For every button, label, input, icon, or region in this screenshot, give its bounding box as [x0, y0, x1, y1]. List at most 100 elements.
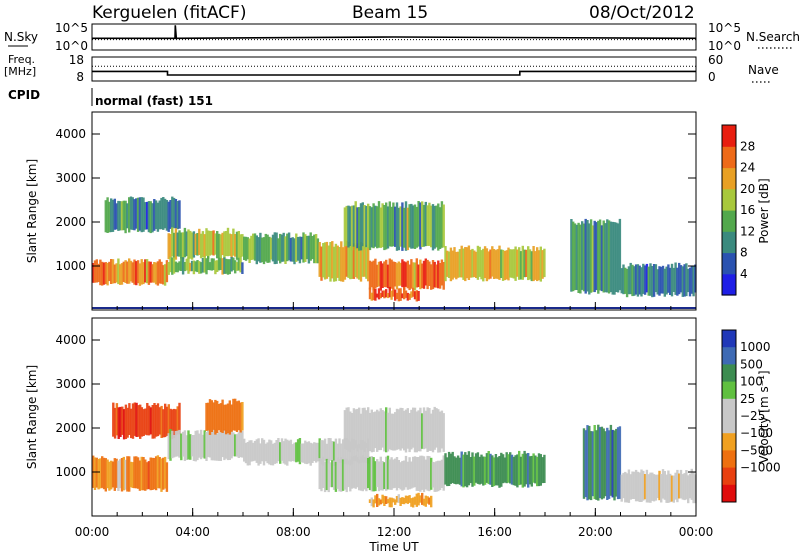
- echo-cell: [207, 256, 210, 270]
- echo-cell: [140, 456, 143, 491]
- echo-cell: [500, 249, 503, 278]
- echo-cell: [404, 409, 408, 453]
- power-colorbar-swatch-3: [722, 210, 736, 232]
- echo-cell: [198, 261, 201, 274]
- echo-cell: [180, 232, 183, 259]
- echo-cell: [404, 455, 408, 488]
- echo-cell: [352, 205, 356, 247]
- echo-cell: [638, 265, 641, 295]
- echo-cell: [190, 260, 194, 272]
- echo-cell: [489, 453, 492, 485]
- echo-cell: [395, 496, 399, 503]
- echo-cell: [417, 291, 420, 301]
- echo-cell: [145, 201, 149, 230]
- echo-cell: [392, 413, 395, 451]
- echo-cell: [336, 245, 339, 278]
- echo-cell: [329, 242, 332, 282]
- echo-cell: [368, 456, 372, 491]
- echo-cell: [604, 431, 607, 497]
- echo-cell: [172, 435, 176, 458]
- echo-cell: [167, 201, 170, 232]
- echo-cell: [613, 430, 616, 501]
- echo-cell: [397, 207, 400, 251]
- echo-cell: [180, 257, 183, 271]
- echo-cell: [234, 398, 237, 431]
- echo-cell: [510, 454, 514, 485]
- echo-cell: [345, 458, 348, 493]
- echo-cell: [390, 206, 393, 247]
- echo-cell: [142, 409, 145, 436]
- echo-cell: [379, 499, 382, 505]
- echo-cell: [426, 496, 429, 504]
- echo-cell: [309, 442, 312, 466]
- echo-cell: [154, 456, 158, 491]
- echo-cell: [498, 456, 501, 488]
- echo-cell: [176, 406, 179, 435]
- echo-cell: [97, 263, 100, 283]
- echo-cell: [629, 262, 632, 295]
- echo-cell: [113, 198, 116, 230]
- xtick-label-4: 16:00: [477, 525, 512, 539]
- echo-cell: [611, 221, 614, 295]
- echo-cell: [160, 261, 163, 284]
- echo-cell: [528, 249, 532, 280]
- echo-cell: [492, 457, 496, 487]
- echo-cell: [113, 407, 117, 439]
- echo-cell: [388, 258, 391, 290]
- velocity-colorbar-label: Velocity [m s⁻¹]: [757, 370, 771, 463]
- echo-cell: [537, 250, 541, 281]
- freq-left-tick-bottom: 8: [76, 70, 84, 84]
- echo-cell: [471, 452, 474, 487]
- echo-cell: [408, 264, 411, 291]
- echo-cell: [410, 461, 413, 489]
- echo-cell: [370, 456, 373, 492]
- echo-cell: [437, 460, 440, 492]
- echo-cell: [223, 231, 226, 259]
- echo-cell: [205, 402, 208, 431]
- xtick-label-1: 04:00: [175, 525, 210, 539]
- echo-cell: [212, 230, 215, 256]
- echo-cell: [456, 251, 460, 278]
- echo-cell: [422, 498, 426, 506]
- echo-cell: [685, 263, 688, 297]
- velocity-echoes-band-0: [92, 455, 169, 492]
- power-ylabel: Slant Range [km]: [25, 159, 39, 263]
- echo-cell: [442, 413, 445, 452]
- echo-cell: [266, 442, 269, 464]
- echo-cell: [431, 461, 435, 488]
- echo-cell: [162, 409, 165, 438]
- echo-cell: [519, 456, 523, 485]
- echo-cell: [453, 247, 456, 278]
- echo-cell: [642, 470, 645, 501]
- echo-cell: [595, 222, 598, 291]
- echo-cell: [172, 197, 176, 229]
- echo-cell: [458, 249, 462, 278]
- power-echoes-band-1: [104, 196, 181, 234]
- echo-cell: [516, 249, 519, 277]
- echo-cell: [395, 457, 399, 491]
- echo-cell: [140, 259, 143, 285]
- echo-cell: [367, 407, 370, 452]
- echo-cell: [198, 228, 201, 255]
- velocity-colorbar-swatch-4: [722, 398, 736, 417]
- echo-cell: [259, 443, 262, 464]
- echo-cell: [395, 408, 399, 450]
- echo-cell: [178, 429, 181, 458]
- velocity-echoes-band-1: [112, 402, 181, 440]
- echo-cell: [322, 243, 325, 278]
- echo-cell: [638, 472, 641, 502]
- echo-cell: [172, 232, 176, 258]
- echo-cell: [350, 438, 354, 465]
- power-echoes-band-2: [167, 227, 244, 260]
- echo-cell: [381, 410, 384, 448]
- echo-cell: [487, 251, 490, 280]
- echo-cell: [421, 201, 424, 247]
- echo-cell: [370, 497, 373, 507]
- echo-cell: [404, 262, 408, 287]
- echo-cell: [356, 457, 359, 488]
- echo-cell: [176, 201, 179, 230]
- echo-cell: [296, 439, 300, 462]
- echo-cell: [683, 473, 686, 501]
- echo-cell: [395, 292, 399, 300]
- echo-cell: [383, 462, 386, 490]
